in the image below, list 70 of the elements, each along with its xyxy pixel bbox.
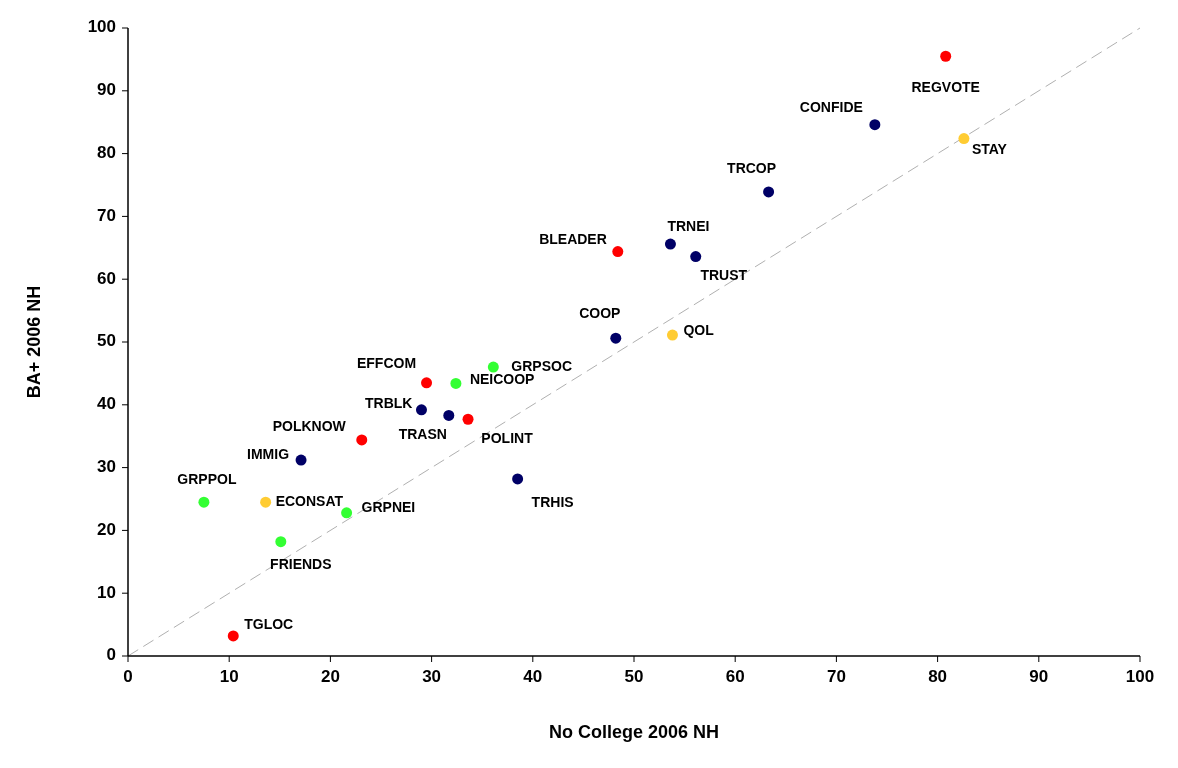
annotation: REGVOTE bbox=[911, 78, 980, 95]
annotation: POLKNOW bbox=[272, 417, 347, 434]
annotation: BLEADER bbox=[539, 231, 607, 248]
point bbox=[295, 454, 307, 466]
y-tick-label: 50 bbox=[97, 331, 116, 351]
annotation: IMMIG bbox=[247, 445, 290, 462]
annotation: GRPNEI bbox=[361, 498, 416, 515]
x-tick-label: 30 bbox=[422, 667, 442, 686]
point bbox=[450, 377, 462, 389]
annotation: GRPSOC bbox=[511, 357, 573, 374]
annotation: FRIENDS bbox=[270, 556, 332, 573]
x-tick-label: 50 bbox=[624, 667, 644, 686]
y-tick-label: 100 bbox=[87, 17, 116, 37]
point bbox=[356, 434, 368, 446]
annotation: STAY bbox=[971, 141, 1008, 158]
y-tick-label: 40 bbox=[97, 394, 116, 414]
point bbox=[512, 473, 524, 485]
x-tick-label: 90 bbox=[1029, 667, 1049, 686]
x-tick-label: 10 bbox=[219, 667, 239, 686]
point bbox=[487, 361, 499, 373]
annotation: TGLOC bbox=[244, 615, 294, 632]
y-tick-label: 60 bbox=[97, 268, 116, 288]
point bbox=[415, 404, 427, 416]
annotation: TRUST bbox=[700, 267, 748, 284]
point bbox=[958, 133, 970, 145]
point bbox=[341, 507, 353, 519]
y-tick-label: 90 bbox=[97, 80, 116, 100]
annotation: COOP bbox=[579, 304, 621, 321]
annotation: POLINT bbox=[481, 429, 534, 446]
point bbox=[198, 496, 210, 508]
x-tick-label: 60 bbox=[725, 667, 745, 686]
x-tick-label: 100 bbox=[1125, 667, 1155, 686]
annotation: QOL bbox=[683, 321, 715, 338]
point bbox=[666, 329, 678, 341]
y-tick-label: 30 bbox=[97, 457, 116, 477]
point bbox=[690, 251, 702, 263]
y-axis-title: BA+ 2006 NH bbox=[24, 285, 44, 399]
point bbox=[260, 496, 272, 508]
point bbox=[763, 186, 775, 198]
point bbox=[443, 409, 455, 421]
annotation: TRNEI bbox=[667, 217, 710, 234]
x-axis-title: No College 2006 NH bbox=[548, 722, 720, 742]
annotation: NEICOOP bbox=[469, 371, 535, 388]
point bbox=[275, 536, 287, 548]
point bbox=[869, 119, 881, 131]
annotation: ECONSAT bbox=[275, 492, 344, 509]
point bbox=[610, 332, 622, 344]
annotation: TRBLK bbox=[365, 394, 413, 411]
y-tick-label: 10 bbox=[97, 582, 116, 602]
y-tick-label: 20 bbox=[97, 519, 116, 539]
x-tick-label: 20 bbox=[320, 667, 340, 686]
y-tick-label: 0 bbox=[106, 645, 116, 665]
point bbox=[462, 413, 474, 425]
y-tick-label: 80 bbox=[97, 143, 116, 163]
point bbox=[227, 630, 239, 642]
x-tick-label: 40 bbox=[523, 667, 543, 686]
point bbox=[421, 377, 433, 389]
point bbox=[664, 238, 676, 250]
point bbox=[940, 50, 952, 62]
annotation: GRPPOL bbox=[177, 470, 237, 487]
y-tick-label: 70 bbox=[97, 205, 116, 225]
annotation: TRASN bbox=[398, 426, 447, 443]
annotation: TRCOP bbox=[727, 159, 777, 176]
x-tick-label: 80 bbox=[928, 667, 948, 686]
x-tick-label: 0 bbox=[123, 667, 133, 686]
annotation: TRHIS bbox=[531, 493, 574, 510]
point bbox=[612, 246, 624, 258]
annotation: CONFIDE bbox=[799, 99, 863, 116]
x-tick-label: 70 bbox=[826, 667, 846, 686]
annotation: EFFCOM bbox=[356, 354, 417, 371]
